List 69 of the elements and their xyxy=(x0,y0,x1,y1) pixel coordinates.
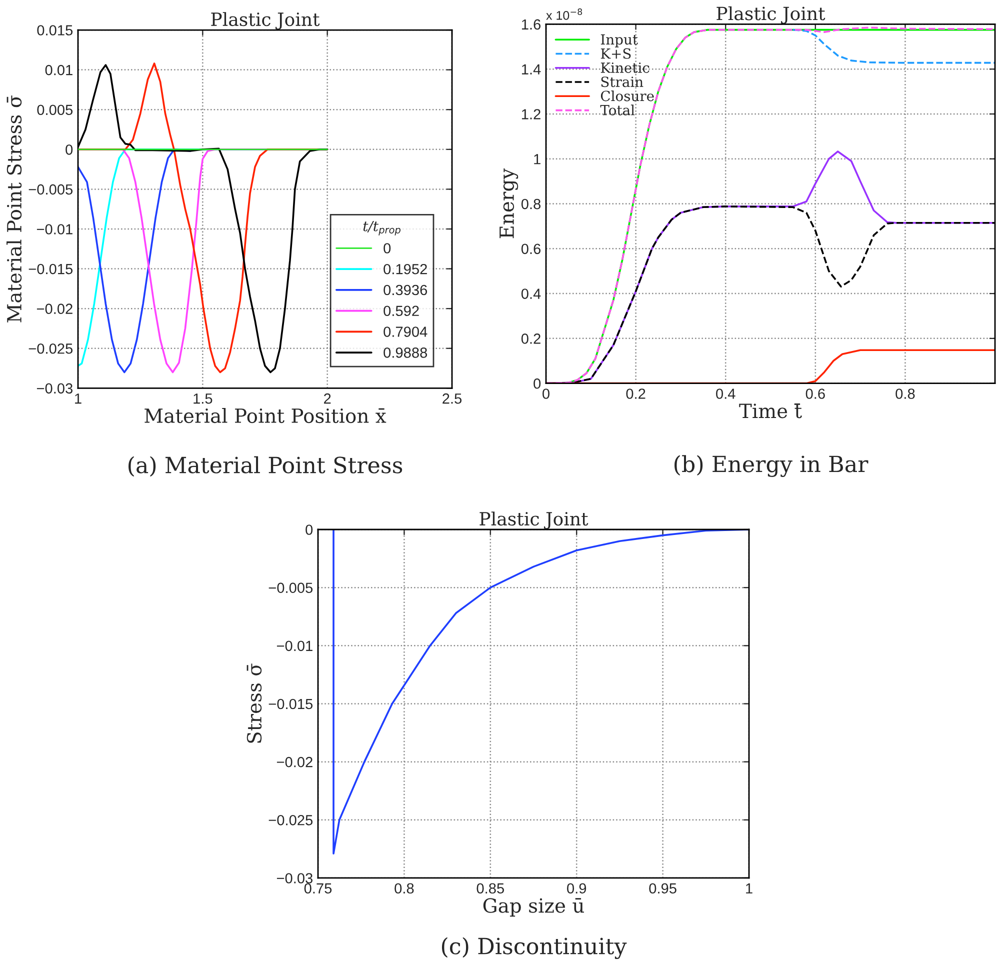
x-tick-label: 0.6 xyxy=(806,388,825,399)
legend-label: 0.1952 xyxy=(384,264,427,274)
y-tick-label: −0.005 xyxy=(28,184,73,195)
y-tick-label: 0.6 xyxy=(521,244,540,254)
line-series xyxy=(792,28,995,64)
text: (c) Discontinuity xyxy=(442,937,627,960)
y-tick-label: 0.8 xyxy=(521,198,541,210)
y-tick-label: 1.6 xyxy=(522,19,540,30)
chart-title: Plastic Joint xyxy=(716,6,826,24)
y-tick-label: −0.01 xyxy=(276,640,312,652)
chart-title: Plastic Joint xyxy=(480,512,588,530)
legend-title: t/t$_{prop}$ xyxy=(363,220,400,236)
line-series xyxy=(332,529,749,854)
y-tick-label: 0.2 xyxy=(521,334,540,344)
y-tick-label: −0.03 xyxy=(276,873,312,884)
y-tick-label: −0.02 xyxy=(276,756,312,768)
x-tick-label: 1.5 xyxy=(194,394,212,404)
legend-label: 0.3936 xyxy=(384,284,428,296)
legend-label: Total xyxy=(600,104,635,116)
x-tick-label: 0 xyxy=(542,388,550,399)
y-tick-label: 0 xyxy=(306,524,313,535)
x-tick-label: 0.95 xyxy=(649,883,676,894)
x-tick-label: 0.9 xyxy=(567,883,586,894)
legend-label: Strain xyxy=(601,76,644,88)
legend-label: K+S xyxy=(600,48,631,59)
legend-label: Input xyxy=(600,34,638,48)
legend-label: 0 xyxy=(384,243,391,254)
x-tick-label: 1 xyxy=(746,883,752,894)
x-tick-label: 0.2 xyxy=(626,388,646,399)
x-tick-label: 0.8 xyxy=(394,883,414,894)
x-tick-label: 0.75 xyxy=(304,883,332,894)
y-tick-label: −0.025 xyxy=(268,814,313,826)
y-axis-title: Stress σ̄ xyxy=(246,664,262,743)
y-tick-label: 1.4 xyxy=(522,64,541,74)
x-tick-label: 2 xyxy=(324,393,331,404)
y-tick-label: 0 xyxy=(534,378,541,389)
x-axis-title: Gap size ū xyxy=(483,898,584,917)
chart-title: Plastic Joint xyxy=(211,12,320,30)
legend-label: 0.9888 xyxy=(384,348,428,358)
y-tick-label: 1.2 xyxy=(522,109,540,120)
legend-label: 0.7904 xyxy=(384,326,428,337)
x-tick-label: 0.4 xyxy=(716,388,736,399)
legend-label: Kinetic xyxy=(600,62,650,73)
x-tick-label: 1 xyxy=(75,394,82,404)
y-tick-label: −0.03 xyxy=(36,383,72,394)
y-axis-title: Energy xyxy=(500,168,518,238)
y-tick-label: 0.015 xyxy=(37,25,73,36)
y-tick-label: −0.02 xyxy=(36,304,72,314)
y-tick-label: 0.005 xyxy=(37,104,73,116)
legend-label: 0.592 xyxy=(384,306,419,316)
y-tick-label: −0.005 xyxy=(268,582,313,594)
text: (a) Material Point Stress xyxy=(128,456,402,477)
x-axis-title: Time t̄ xyxy=(739,403,802,418)
text: x 10$^{−8}$ xyxy=(546,8,582,20)
y-axis-title: Material Point Stress σ̄ xyxy=(6,95,22,322)
y-tick-label: −0.015 xyxy=(268,698,313,710)
y-tick-label: 1 xyxy=(534,154,540,164)
x-tick-label: 2.5 xyxy=(442,393,462,404)
x-tick-label: 0.8 xyxy=(896,388,915,399)
text: (b) Energy in Bar xyxy=(674,455,868,477)
y-tick-label: −0.01 xyxy=(36,224,72,234)
y-tick-label: −0.025 xyxy=(28,343,73,354)
y-tick-label: 0.01 xyxy=(45,64,72,76)
x-axis-title: Material Point Position x̄ xyxy=(144,408,386,424)
x-tick-label: 0.85 xyxy=(476,883,504,894)
legend-label: Closure xyxy=(600,90,654,102)
y-tick-label: 0.4 xyxy=(521,288,541,299)
y-tick-label: 0 xyxy=(66,144,73,155)
y-tick-label: −0.015 xyxy=(28,264,73,274)
